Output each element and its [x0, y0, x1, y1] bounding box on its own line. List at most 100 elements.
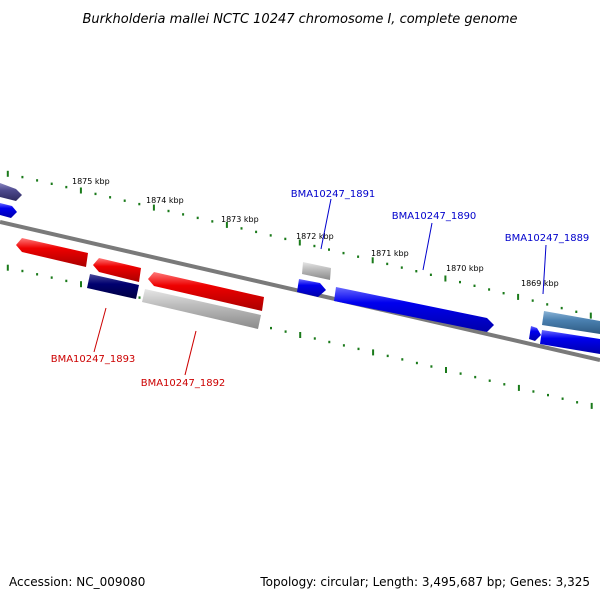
inner-major-tick [80, 281, 82, 288]
gene-blue-tiny[interactable] [529, 326, 541, 341]
gene-label-1891[interactable]: BMA10247_1891 [291, 189, 376, 200]
gene-label-1893[interactable]: BMA10247_1893 [51, 354, 136, 365]
inner-minor-tick [547, 393, 549, 397]
leader-1890 [422, 222, 433, 271]
gene-labels: BMA10247_1891 BMA10247_1890 BMA10247_188… [51, 189, 590, 389]
outer-major-tick [371, 257, 374, 264]
inner-major-tick [590, 402, 593, 409]
gene-red-a[interactable] [16, 238, 88, 267]
outer-minor-tick [211, 220, 214, 223]
outer-minor-tick [167, 209, 170, 213]
reverse-strand-genes [16, 238, 264, 329]
inner-minor-tick [328, 340, 331, 344]
outer-tick-ring [6, 170, 592, 319]
scale-label-1871: 1871 kbp [371, 249, 409, 258]
outer-minor-tick [400, 266, 403, 269]
inner-minor-tick [313, 337, 316, 340]
inner-minor-tick [474, 375, 477, 379]
outer-major-tick [444, 275, 447, 282]
scale-label-1874: 1874 kbp [146, 196, 184, 205]
outer-major-tick [6, 170, 9, 177]
outer-minor-tick [65, 185, 68, 189]
outer-minor-tick [342, 251, 345, 255]
inner-major-tick [445, 367, 447, 373]
scale-label-1869: 1869 kbp [521, 279, 559, 288]
outer-major-tick [79, 187, 82, 194]
gene-blue-edge[interactable] [0, 203, 17, 218]
inner-major-tick [517, 384, 520, 391]
inner-minor-tick [386, 354, 389, 358]
outer-minor-tick [488, 288, 491, 291]
inner-minor-tick [342, 344, 345, 347]
gene-label-1890[interactable]: BMA10247_1890 [392, 211, 477, 222]
scale-label-1873: 1873 kbp [221, 215, 259, 224]
outer-minor-tick [560, 306, 563, 310]
inner-minor-tick [576, 401, 579, 404]
outer-minor-tick [386, 262, 389, 266]
inner-minor-tick [459, 372, 462, 375]
inner-minor-tick [532, 390, 535, 393]
outer-major-tick [517, 293, 520, 300]
gene-label-1892[interactable]: BMA10247_1892 [141, 378, 226, 389]
inner-minor-tick [357, 347, 360, 351]
scale-label-1870: 1870 kbp [446, 264, 484, 273]
inner-minor-tick [65, 279, 68, 283]
outer-major-tick [298, 239, 301, 246]
topology-summary: Topology: circular; Length: 3,495,687 bp… [260, 575, 590, 589]
inner-major-tick [372, 349, 375, 356]
outer-minor-tick [459, 280, 461, 284]
inner-major-tick [6, 264, 9, 271]
forward-strand-genes [0, 183, 600, 354]
outer-minor-tick [269, 234, 272, 237]
gene-grey-1892[interactable] [142, 289, 261, 329]
inner-minor-tick [138, 296, 141, 299]
leader-1893 [93, 307, 107, 353]
gene-navy-1893[interactable] [87, 274, 139, 299]
outer-minor-tick [50, 182, 53, 185]
outer-minor-tick [94, 192, 97, 196]
inner-minor-tick [430, 365, 433, 368]
gene-red-c[interactable] [148, 272, 264, 311]
map-title: Burkholderia mallei NCTC 10247 chromosom… [82, 12, 517, 27]
outer-minor-tick [473, 284, 476, 287]
outer-minor-tick [138, 202, 141, 206]
gene-red-b[interactable] [93, 258, 141, 282]
outer-major-tick [225, 221, 228, 228]
leader-1889 [542, 244, 547, 295]
inner-minor-tick [270, 326, 272, 330]
gene-purple-edge[interactable] [0, 183, 22, 201]
leader-1891 [320, 198, 332, 250]
outer-minor-tick [502, 292, 505, 295]
inner-minor-tick [561, 397, 564, 400]
outer-minor-tick [182, 213, 185, 216]
inner-minor-tick [50, 276, 53, 279]
gene-grey-1891[interactable] [302, 262, 331, 280]
outer-minor-tick [575, 310, 578, 313]
inner-major-tick [299, 332, 302, 338]
inner-minor-tick [284, 330, 287, 333]
outer-minor-tick [429, 273, 432, 276]
outer-minor-tick [36, 179, 39, 182]
outer-major-tick [152, 204, 155, 211]
gene-blue-1890[interactable] [334, 287, 494, 332]
gene-steel-1889[interactable] [542, 311, 600, 334]
outer-minor-tick [240, 227, 243, 230]
inner-minor-tick [21, 269, 24, 273]
gene-label-1889[interactable]: BMA10247_1889 [505, 233, 590, 244]
inner-minor-tick [488, 379, 491, 382]
outer-minor-tick [313, 244, 316, 248]
outer-minor-tick [531, 299, 534, 302]
outer-minor-tick [546, 303, 549, 306]
outer-minor-tick [357, 255, 360, 258]
outer-minor-tick [123, 199, 126, 202]
outer-minor-tick [255, 230, 258, 234]
gene-blue-edge-right[interactable] [540, 330, 600, 354]
scale-label-1872: 1872 kbp [296, 232, 334, 241]
outer-minor-tick [284, 237, 287, 241]
outer-major-tick [589, 312, 592, 319]
leader-1892 [184, 330, 197, 376]
inner-minor-tick [401, 358, 404, 361]
outer-minor-tick [328, 248, 330, 251]
gene-blue-small[interactable] [297, 279, 326, 297]
